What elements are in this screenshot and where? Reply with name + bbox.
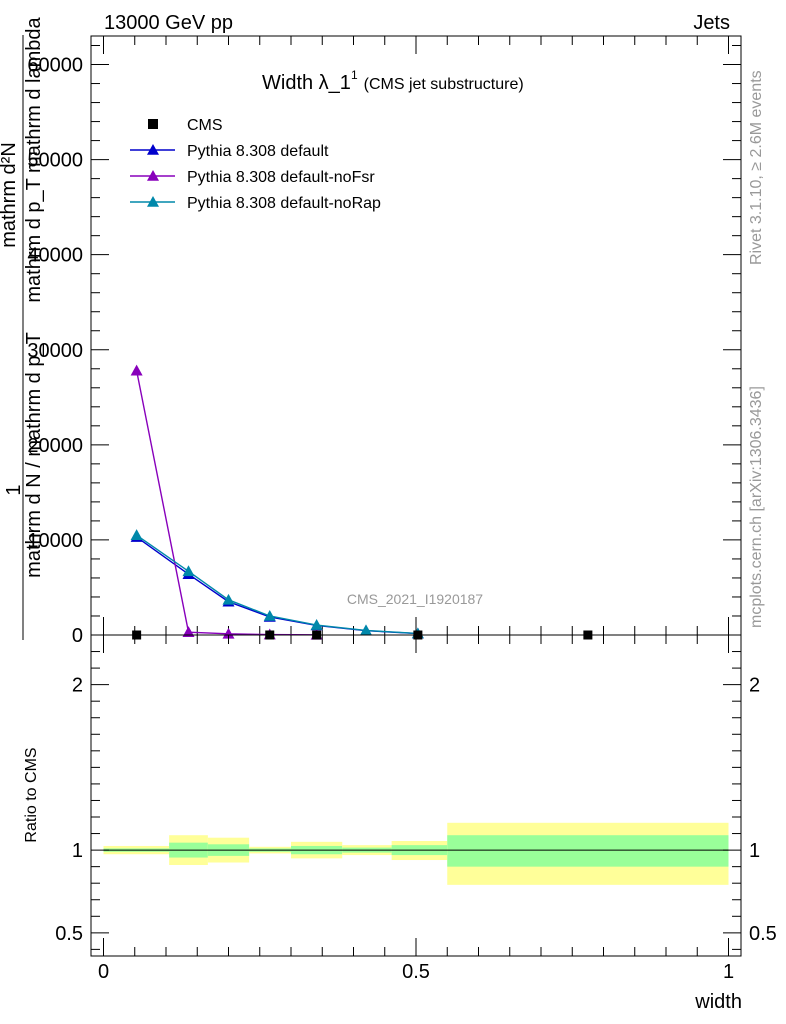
ytick-label: 60000 xyxy=(27,55,83,77)
main-ytick-labels: 0 10000 20000 30000 40000 50000 60000 xyxy=(27,55,83,647)
series-line-noFsr xyxy=(135,370,317,636)
main-ticks xyxy=(91,36,741,636)
legend-marker-triangle xyxy=(147,170,159,181)
ytick-label: 50000 xyxy=(27,150,83,172)
ratio-ytick-labels: 0.5 0.5 1 1 2 2 xyxy=(55,675,777,945)
series-point-noFsr xyxy=(182,626,195,637)
series-point-noRap xyxy=(222,593,235,605)
main-panel: 0 10000 20000 30000 40000 50000 60000 Width λ_… xyxy=(27,35,742,647)
legend-marker-triangle xyxy=(147,196,159,207)
xtick-label: 0 xyxy=(98,961,109,983)
series-point-noFsr xyxy=(130,364,143,376)
ytick-label: 40000 xyxy=(27,245,83,267)
series-point-noRap xyxy=(360,624,372,636)
legend-label: Pythia 8.308 default-noFsr xyxy=(187,169,375,186)
ratio-ytick-label-left: 1 xyxy=(72,840,83,862)
legend-label: Pythia 8.308 default-noRap xyxy=(187,195,381,212)
header-left: 13000 GeV pp xyxy=(104,12,233,34)
ratio-ytick-label-left: 0.5 xyxy=(55,923,83,945)
analysis-watermark: CMS_2021_I1920187 xyxy=(347,591,483,607)
ratio-ticks xyxy=(91,634,741,956)
ratio-ylabel: Ratio to CMS xyxy=(23,747,40,842)
ratio-ytick-label-right: 2 xyxy=(749,675,760,697)
xtick-labels: 0 0.5 1 xyxy=(98,961,734,983)
legend-label: CMS xyxy=(187,117,223,134)
series-point-noRap xyxy=(130,529,143,540)
series-point-noRap xyxy=(310,619,323,630)
ratio-frame xyxy=(90,634,742,957)
header-right: Jets xyxy=(693,12,730,34)
xtick-label: 0.5 xyxy=(402,961,430,983)
ylabel-frac1-num: 1 xyxy=(3,484,25,495)
ylabel-frac1-den: mathrm d N / mathrm d p_T xyxy=(23,332,45,578)
uncertainty-band-inner xyxy=(447,835,729,867)
mcplots-label: mcplots.cern.ch [arXiv:1306.3436] xyxy=(748,386,765,628)
legend-label: Pythia 8.308 default xyxy=(187,143,329,160)
xtick-label: 1 xyxy=(723,961,734,983)
ytick-label: 30000 xyxy=(27,340,83,362)
ylabel-frac2-den: mathrm d p_T mathrm d lambda xyxy=(23,16,45,302)
ratio-ytick-label-left: 2 xyxy=(72,675,83,697)
plot-title: Width λ_11(CMS jet substructure) xyxy=(262,68,524,94)
ratio-ytick-label-right: 1 xyxy=(749,840,760,862)
rivet-label: Rivet 3.1.10, ≥ 2.6M events xyxy=(748,70,765,265)
series-point-noFsr xyxy=(222,627,235,639)
ytick-label: 10000 xyxy=(27,530,83,552)
ratio-xlabel: width xyxy=(694,991,742,1013)
ytick-label: 20000 xyxy=(27,435,83,457)
legend-marker-square xyxy=(148,119,158,129)
ratio-panel: 0.5 0.51 12 2 0 0.5 1 Ratio to CMS width xyxy=(23,634,777,1013)
legend-marker-triangle xyxy=(147,144,159,155)
main-ylabel: 1 mathrm d N / mathrm d p_T mathrm d²N m… xyxy=(0,16,45,640)
legend: CMS Pythia 8.308 default Pythia 8.308 defa… xyxy=(130,117,381,212)
ytick-label: 0 xyxy=(72,625,83,647)
ylabel-frac2-num: mathrm d²N xyxy=(0,142,20,248)
series-point-noRap xyxy=(182,565,195,577)
ratio-plot-area xyxy=(103,822,729,885)
series-point-noRap xyxy=(263,609,276,621)
ratio-ytick-label-right: 0.5 xyxy=(749,923,777,945)
